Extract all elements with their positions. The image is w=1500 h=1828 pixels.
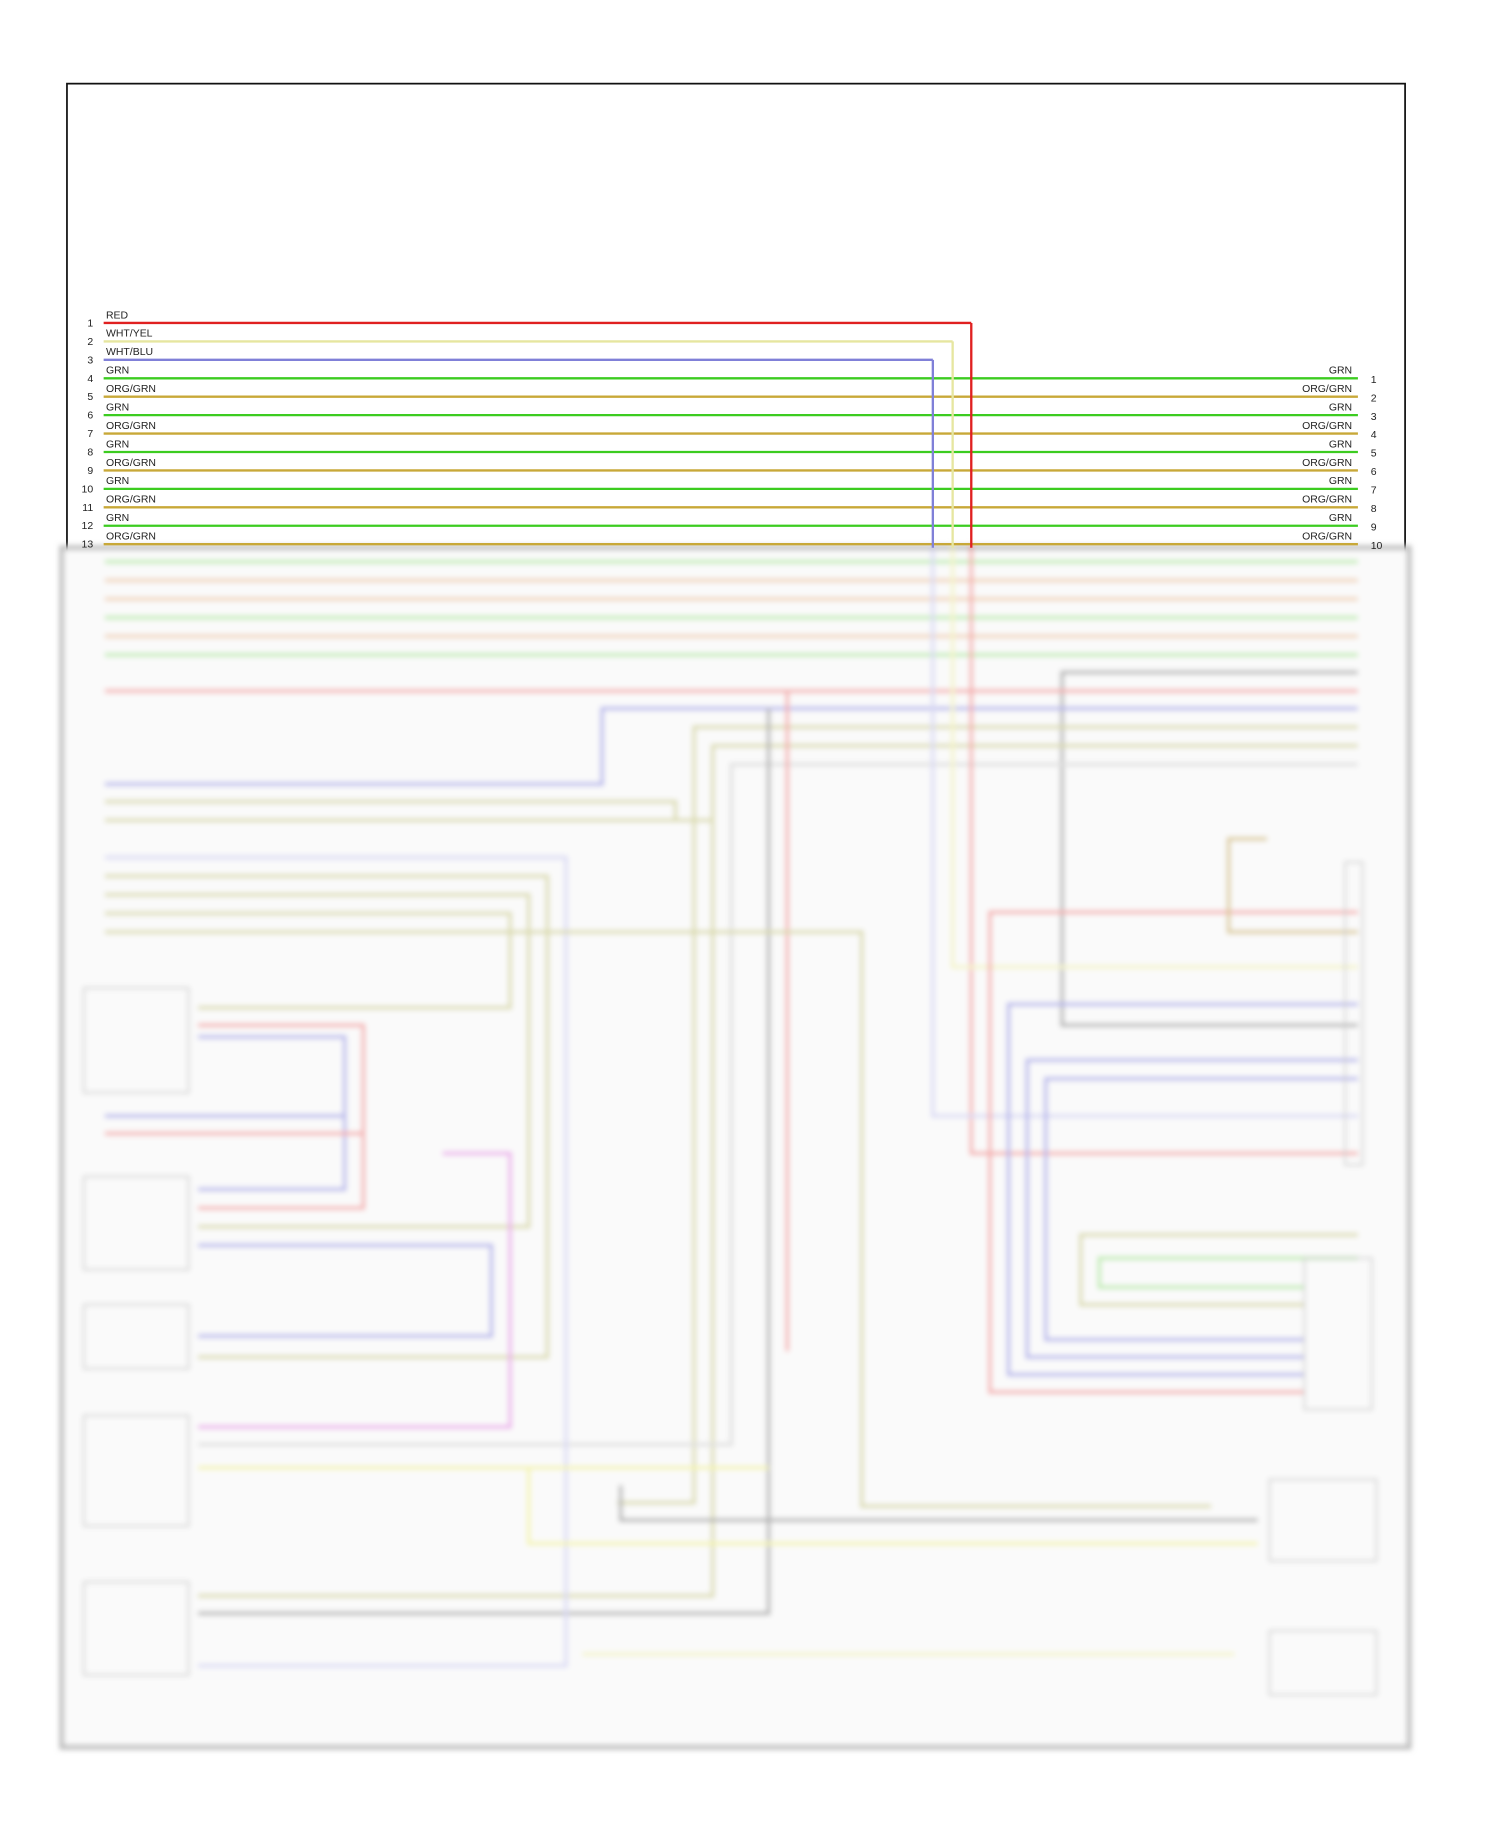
wire-color-label: ORG/GRN [1302,532,1352,543]
wire-color-label: GRN [106,439,129,450]
wire-color-label: GRN [1329,476,1352,487]
wire-color-label: GRN [1329,439,1352,450]
pin-number: 11 [82,503,93,514]
wire-color-label: ORG/GRN [1302,458,1352,469]
wire-color-label: ORG/GRN [1302,495,1352,506]
pin-number: 12 [82,521,94,532]
wire-color-label: ORG/GRN [106,384,156,395]
wire-color-label: GRN [106,402,129,413]
wire-color-label: ORG/GRN [106,495,156,506]
pin-number: 13 [82,540,94,551]
wire-color-label: RED [106,310,129,321]
pin-number: 6 [87,411,93,422]
wire-color-label: GRN [106,366,129,377]
wire-color-label: GRN [106,476,129,487]
wire-color-label: ORG/GRN [106,532,156,543]
pin-number: 5 [87,392,93,403]
wire-color-label: WHT/YEL [106,329,153,340]
pin-number: 5 [1371,449,1377,460]
wire-color-label: GRN [106,513,129,524]
pin-number: 7 [1371,486,1377,497]
pin-number: 7 [87,429,93,440]
wire-color-label: ORG/GRN [106,421,156,432]
wire-color-label: ORG/GRN [106,458,156,469]
wire-color-label: GRN [1329,402,1352,413]
pin-number: 1 [1371,375,1377,386]
pin-number: 3 [1371,412,1377,423]
wire-color-label: GRN [1329,366,1352,377]
pin-number: 4 [87,374,93,385]
pin-number: 4 [1371,430,1377,441]
vertical-trunk-wires [931,322,973,548]
pin-number: 2 [87,337,93,348]
wire-color-label: ORG/GRN [1302,421,1352,432]
wire-color-label: GRN [1329,513,1352,524]
pin-number: 9 [1371,522,1377,533]
pin-number: 3 [87,355,93,366]
pin-number: 10 [82,484,94,495]
pin-number: 1 [87,318,93,329]
right-connector: GRN 1 ORG/GRN 2 GRN 3 ORG/GRN 4 GRN 5 ORG/GRN 6 GRN 7… [971,366,1383,552]
pin-number: 9 [87,466,93,477]
wire-color-label: ORG/GRN [1302,384,1352,395]
blurred-preview-area [59,544,1412,1750]
wire-color-label: WHT/BLU [106,347,153,358]
pin-number: 2 [1371,393,1377,404]
pin-number: 8 [87,448,93,459]
pin-number: 8 [1371,504,1377,515]
pin-number: 10 [1371,541,1383,552]
pin-number: 6 [1371,467,1377,478]
left-connector: RED 1 WHT/YEL 2 WHT/BLU 3 GRN 4 ORG/GRN 5 GRN 6 ORG/… [82,310,972,551]
